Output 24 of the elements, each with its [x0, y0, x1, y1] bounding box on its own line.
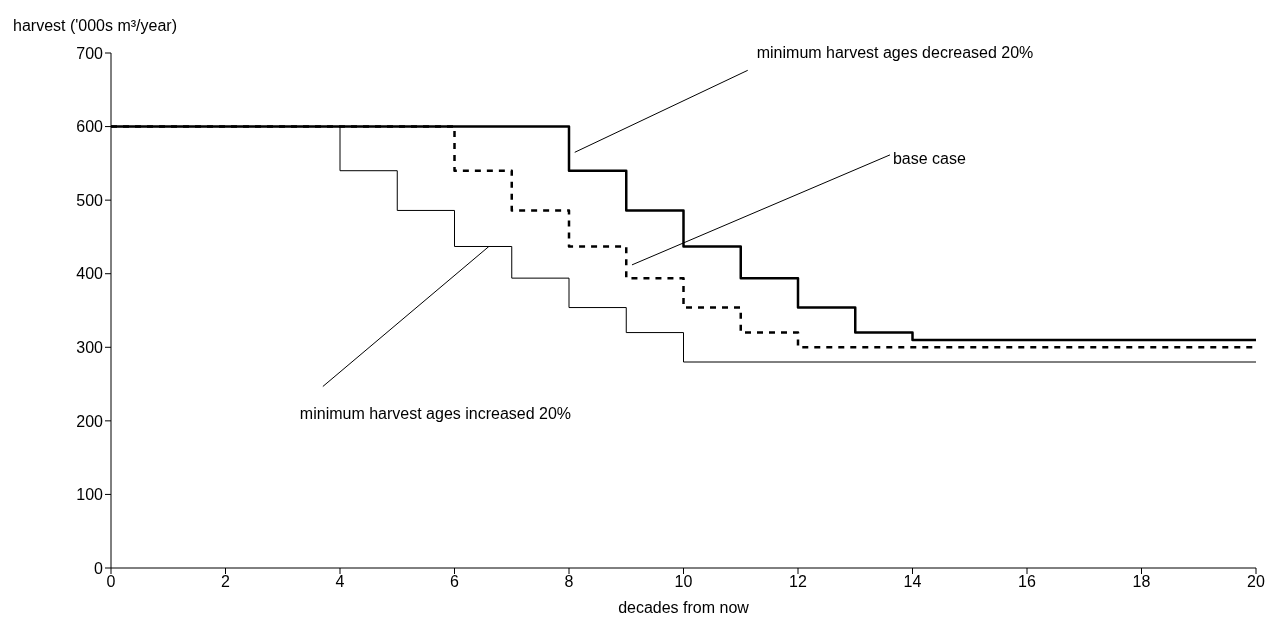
x-tick-label: 18	[1132, 573, 1151, 591]
y-tick-label: 0	[94, 559, 104, 577]
x-tick-label: 10	[674, 573, 693, 591]
y-tick-label: 700	[76, 44, 104, 62]
y-axis-title: harvest ('000s m³/year)	[13, 17, 177, 34]
annotation: minimum harvest ages increased 20%	[299, 405, 572, 423]
x-tick-label: 8	[564, 573, 574, 591]
x-tick-label: 12	[789, 573, 807, 591]
annotation: minimum harvest ages decreased 20%	[756, 44, 1034, 62]
y-tick-label: 200	[76, 412, 104, 430]
x-tick-label: 2	[221, 573, 231, 591]
y-tick-label: 600	[76, 118, 104, 136]
x-tick-label: 14	[903, 573, 922, 591]
y-tick-label: 300	[76, 338, 104, 356]
y-tick-label: 100	[76, 486, 104, 504]
x-tick-label: 16	[1018, 573, 1036, 591]
x-tick-label: 20	[1247, 573, 1265, 591]
y-tick-label: 500	[76, 191, 104, 209]
annotation: base case	[892, 149, 967, 167]
x-tick-label: 6	[450, 573, 460, 591]
x-axis-title: decades from now	[618, 599, 750, 616]
y-tick-label: 400	[76, 265, 104, 283]
x-tick-label: 0	[106, 573, 116, 591]
x-tick-label: 4	[335, 573, 345, 591]
